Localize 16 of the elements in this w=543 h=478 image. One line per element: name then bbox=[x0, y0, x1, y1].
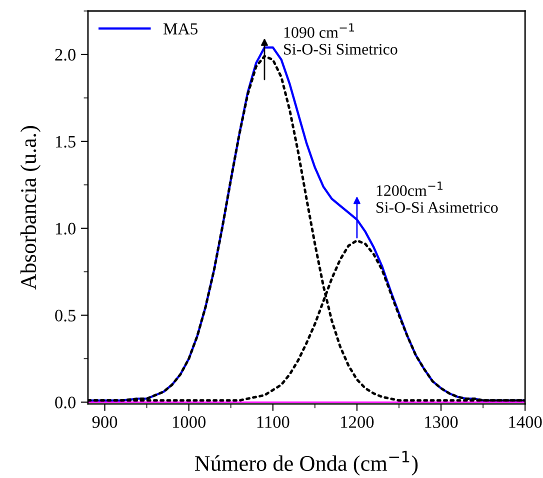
annotation: 1200cm$^{−1}$ Si-O-Si Asimetrico bbox=[376, 182, 498, 213]
legend-label: MA5 bbox=[163, 23, 198, 34]
x-tick-label: 1400 bbox=[509, 416, 542, 428]
x-tick-label: 1200 bbox=[341, 416, 374, 428]
x-tick-label: 1100 bbox=[257, 416, 290, 428]
y-tick-label: 2.0 bbox=[55, 48, 76, 61]
y-tick-label: 1.5 bbox=[56, 136, 76, 148]
x-tick-label: 900 bbox=[92, 416, 118, 428]
x-tick-label: 1300 bbox=[425, 416, 458, 428]
x-axis-title: Número de Onda (cm$^{−1}$) bbox=[194, 450, 418, 476]
x-tick-label: 1000 bbox=[173, 416, 206, 428]
y-tick-label: 0.0 bbox=[55, 396, 76, 408]
annotation: 1090 cm$^{−1}$ Si-O-Si Simetrico bbox=[284, 23, 398, 55]
y-tick-label: 1.0 bbox=[56, 222, 76, 235]
y-tick-label: 0.5 bbox=[55, 310, 76, 322]
y-axis-title: Absorbancia (u.a.) bbox=[20, 126, 41, 290]
